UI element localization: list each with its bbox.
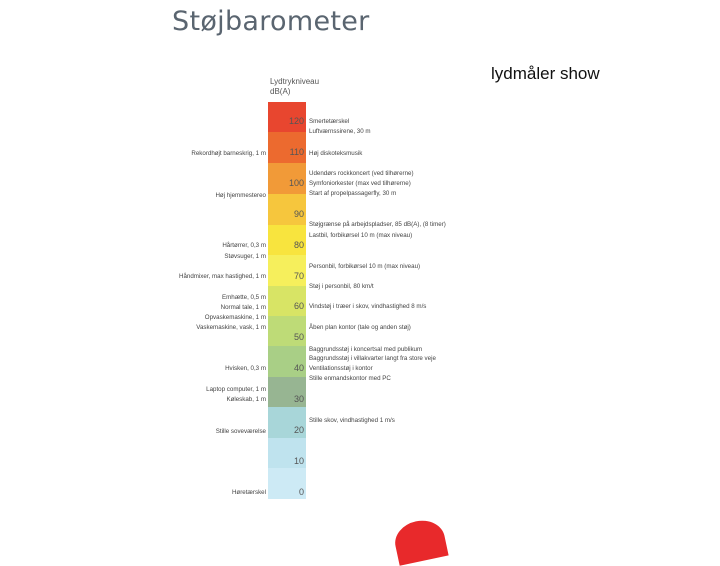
scale-segment [268, 102, 306, 132]
left-label: Vaskemaskine, vask, 1 m [196, 324, 266, 331]
left-label: Høj hjemmestereo [215, 192, 266, 199]
right-label: Støj i personbil, 80 km/t [309, 283, 374, 290]
axis-unit-sublabel: dB(A) [270, 87, 291, 96]
right-label: Åben plan kontor (tale og anden støj) [309, 324, 411, 331]
left-label: Køleskab, 1 m [226, 396, 266, 403]
scale-segment [268, 438, 306, 468]
scale-value: 50 [293, 332, 304, 342]
left-label: Hvisken, 0,3 m [225, 365, 266, 372]
axis-unit-label: Lydtrykniveau [270, 77, 320, 86]
left-label: Stille soveværelse [215, 428, 266, 435]
scale-value: 100 [288, 178, 304, 188]
scale-value: 80 [293, 240, 304, 250]
right-label: Personbil, forbikørsel 10 m (max niveau) [309, 263, 421, 270]
scale-value: 120 [288, 116, 304, 126]
right-label: Støjgrænse på arbejdspladser, 85 dB(A), … [309, 221, 446, 228]
scale-segment [268, 316, 306, 346]
scale-value: 10 [293, 456, 304, 466]
left-label: Hårtørrer, 0,3 m [222, 242, 266, 249]
scale-segment [268, 468, 306, 499]
scale-segment [268, 377, 306, 407]
left-label: Opvaskemaskine, 1 m [204, 314, 266, 321]
right-label: Stille skov, vindhastighed 1 m/s [309, 417, 395, 424]
scale-value: 0 [298, 487, 304, 497]
scale-segment [268, 163, 306, 194]
side-caption: lydmåler show [491, 64, 600, 83]
page-title: Støjbarometer [172, 6, 370, 37]
scale-value: 70 [293, 271, 304, 281]
left-label: Høretærskel [231, 489, 266, 496]
right-label: Udendørs rockkoncert (ved tilhørerne) [309, 170, 414, 177]
scale-segment [268, 346, 306, 377]
scale-segment [268, 132, 306, 163]
right-label: Stille enmandskontor med PC [309, 375, 391, 382]
right-label: Luftværnssirene, 30 m [309, 128, 371, 135]
right-label: Symfoniorkester (max ved tilhørerne) [309, 180, 411, 187]
right-label: Høj diskoteksmusik [309, 150, 363, 157]
right-label: Baggrundsstøj i koncertsal med publikum [309, 346, 423, 353]
right-label: Ventilationsstøj i kontor [309, 365, 373, 372]
left-label: Emhætte, 0,5 m [221, 294, 266, 301]
right-label: Vindstøj i træer i skov, vindhastighed 8… [309, 303, 427, 310]
right-label: Baggrundsstøj i villakvarter langt fra s… [309, 355, 436, 362]
left-label: Håndmixer, max hastighed, 1 m [178, 273, 266, 280]
left-label: Rekordhøjt barneskrig, 1 m [191, 150, 266, 157]
scale-segment [268, 407, 306, 438]
scale-segment [268, 194, 306, 225]
right-label: Start af propelpassagerfly, 30 m [309, 190, 397, 197]
left-label: Normal tale, 1 m [220, 304, 266, 311]
scale-value: 110 [289, 147, 304, 157]
left-label: Støvsuger, 1 m [224, 253, 266, 260]
right-label: Lastbil, forbikørsel 10 m (max niveau) [309, 232, 413, 239]
scale-segment [268, 286, 306, 316]
scale-value: 20 [293, 425, 304, 435]
decorative-red-shape [391, 516, 449, 566]
left-label: Laptop computer, 1 m [206, 386, 266, 393]
scale-value: 40 [293, 363, 304, 373]
scale-segment [268, 225, 306, 255]
scale-segment [268, 255, 306, 286]
right-label: Smertetærskel [309, 118, 350, 125]
scale-value: 60 [293, 301, 304, 311]
scale-value: 90 [293, 209, 304, 219]
scale-value: 30 [293, 394, 304, 404]
